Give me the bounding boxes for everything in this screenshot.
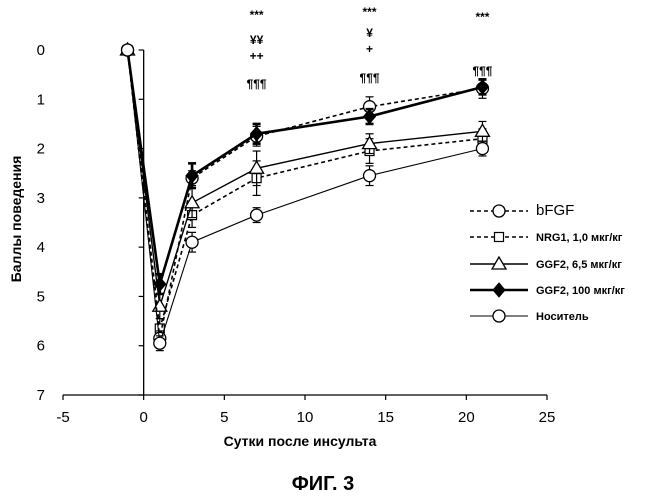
y-ticks: 0 1 2 3 4 5 6 7 <box>37 42 144 404</box>
y-tick-label: 7 <box>37 387 45 404</box>
legend-label: GGF2, 6,5 мкг/кг <box>536 259 622 271</box>
data-point <box>185 235 199 249</box>
y-tick-label: 3 <box>37 190 45 207</box>
series-line <box>126 49 483 307</box>
data-point <box>361 135 378 150</box>
data-point <box>153 276 167 292</box>
legend-label: bFGF <box>536 202 574 219</box>
data-point <box>248 159 265 174</box>
series-line <box>126 49 483 329</box>
legend-swatch-marker <box>492 204 506 218</box>
annotation-label: *** <box>363 5 377 19</box>
x-tick-label: 10 <box>297 409 314 426</box>
x-tick-label: 15 <box>377 409 394 426</box>
data-point <box>185 167 199 184</box>
y-axis-label: Баллы поведения <box>8 156 24 283</box>
data-point <box>475 141 490 156</box>
series-0 <box>120 43 490 347</box>
y-tick-label: 0 <box>37 42 45 59</box>
annotation-label: ¶¶¶ <box>360 71 380 85</box>
y-tick-label: 4 <box>37 239 45 256</box>
annotation-label: ¥ <box>366 26 373 40</box>
x-tick-label: 20 <box>458 409 475 426</box>
annotation-label: ++ <box>250 49 264 63</box>
y-tick-label: 5 <box>37 288 45 305</box>
x-tick-label: -5 <box>56 409 69 426</box>
x-ticks: -5 0 5 10 15 20 25 <box>56 395 555 426</box>
series-line <box>126 49 483 344</box>
legend-label: Носитель <box>536 311 589 323</box>
legend: bFGF NRG1, 1,0 мкг/кг GGF2, 6,5 мкг/кг GGF2… <box>470 202 625 323</box>
series-layer <box>119 41 491 352</box>
data-point <box>249 208 264 222</box>
data-point <box>153 336 167 350</box>
series-line <box>126 49 483 339</box>
figure-caption: ФИГ. 3 <box>292 473 355 495</box>
legend-label: GGF2, 100 мкг/кг <box>536 285 625 297</box>
annotation-label: ¶¶¶ <box>247 77 267 91</box>
series-2 <box>119 41 491 320</box>
legend-swatch-marker <box>492 309 506 323</box>
x-tick-label: 0 <box>139 409 147 426</box>
annotation-label: ¥¥ <box>250 33 264 47</box>
legend-label: NRG1, 1,0 мкг/кг <box>536 232 623 244</box>
annotation-label: *** <box>475 10 489 24</box>
annotation-label: + <box>366 42 373 56</box>
data-point <box>362 108 377 125</box>
legend-swatch-marker <box>493 231 505 243</box>
series-3 <box>120 42 490 296</box>
data-point <box>249 126 264 142</box>
annotation-label: *** <box>250 8 264 22</box>
series-4 <box>120 43 490 352</box>
legend-swatch-marker <box>492 282 506 298</box>
annotations: *** ¥¥ ++ ¶¶¶ *** ¥ + ¶¶¶ *** ¶¶¶ <box>247 5 493 91</box>
x-tick-label: 5 <box>220 409 228 426</box>
x-axis-label: Сутки после инсульта <box>224 433 377 449</box>
data-point <box>475 79 490 95</box>
y-tick-label: 2 <box>37 141 45 158</box>
series-1 <box>122 44 488 339</box>
series-line <box>126 49 483 285</box>
x-tick-label: 25 <box>539 409 556 426</box>
legend-swatch-marker <box>490 255 508 270</box>
y-tick-label: 6 <box>37 338 45 355</box>
data-point <box>183 194 201 209</box>
data-point <box>120 43 135 57</box>
data-point <box>362 169 377 183</box>
annotation-label: ¶¶¶ <box>472 64 492 78</box>
data-point <box>474 123 491 137</box>
y-tick-label: 1 <box>37 91 45 108</box>
